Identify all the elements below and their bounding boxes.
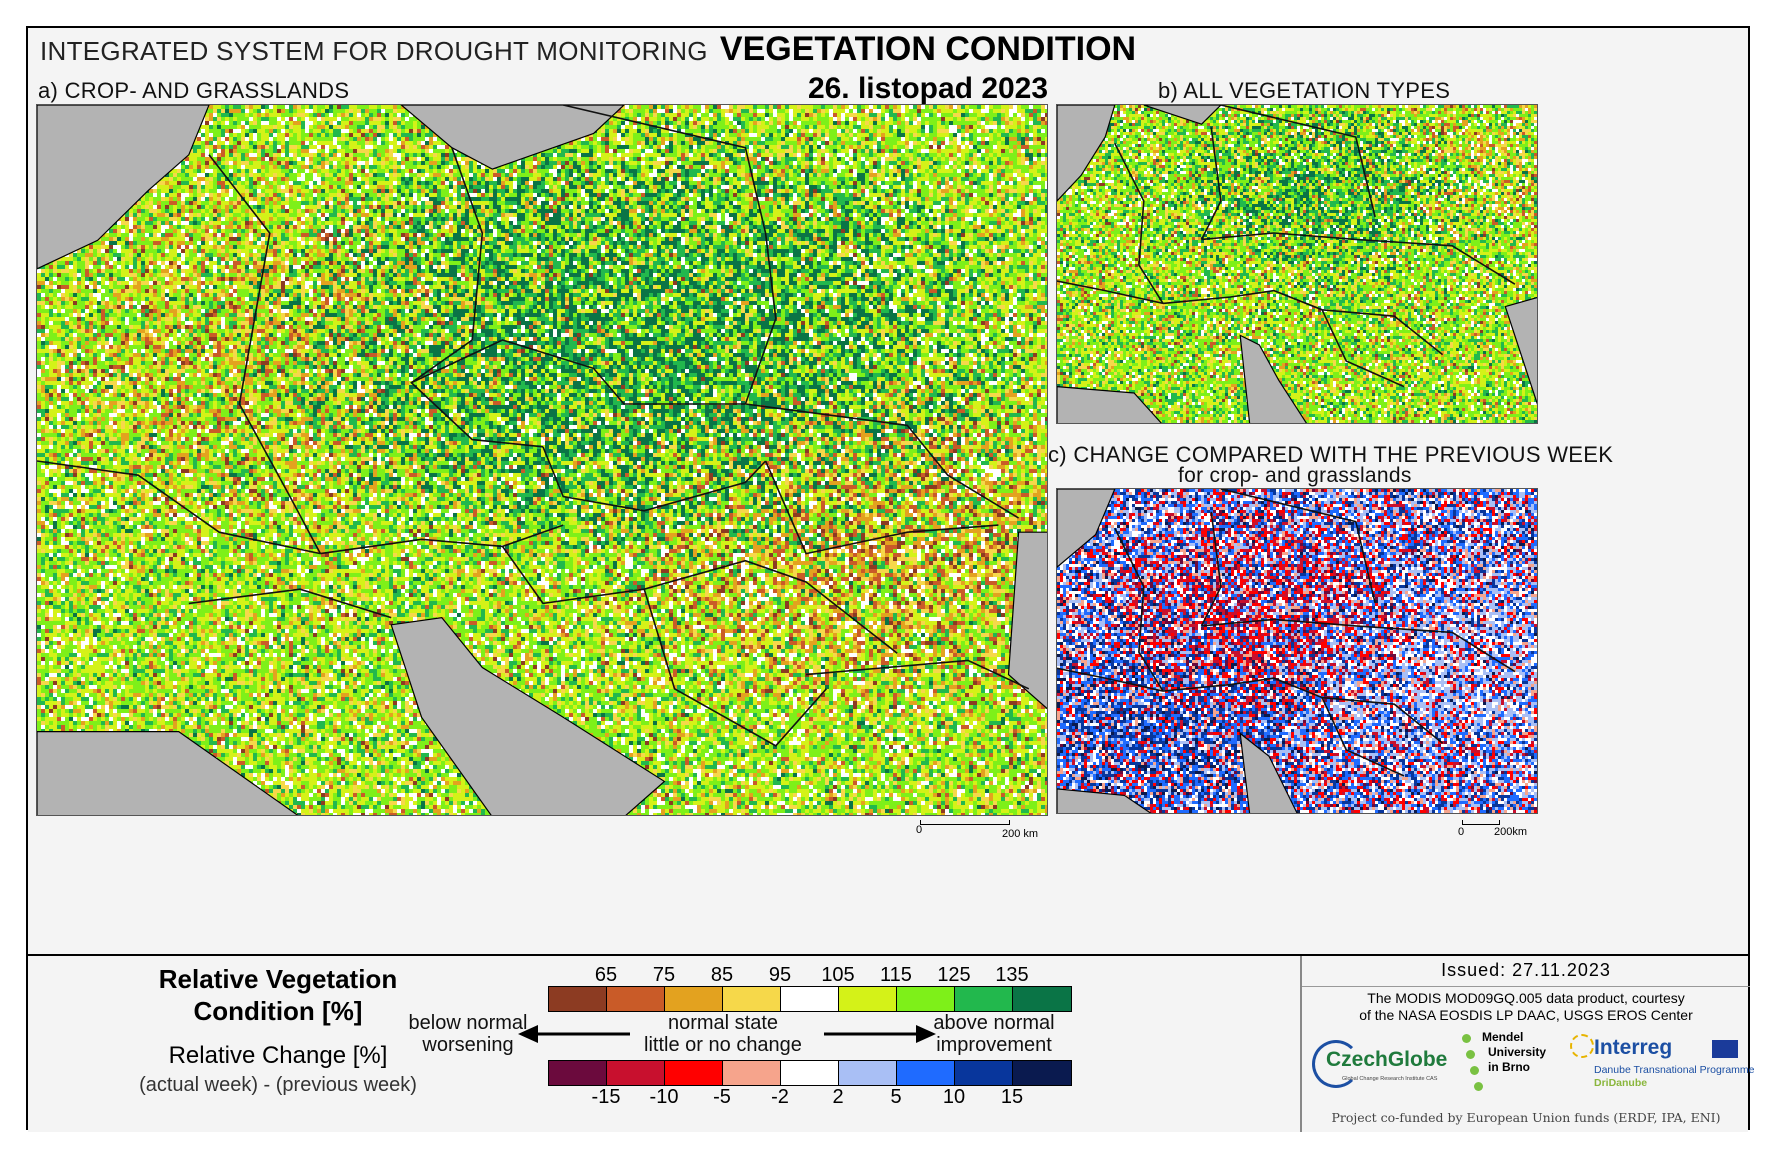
condition-tick: 95: [755, 964, 805, 987]
legend-area: Relative Vegetation Condition [%] Relati…: [28, 954, 1748, 1132]
above-line1: above normal: [914, 1012, 1074, 1034]
change-swatch: [723, 1061, 781, 1085]
condition-tick: 75: [639, 964, 689, 987]
mendel-line1: Mendel: [1482, 1030, 1546, 1045]
above-line2: improvement: [914, 1034, 1074, 1056]
scale-bar-c: [1462, 820, 1500, 825]
scale-a-label: 200 km: [1002, 828, 1038, 840]
legend-above-normal: above normal improvement: [914, 1012, 1074, 1056]
condition-tick: 135: [987, 964, 1037, 987]
interreg-text: Interreg: [1594, 1036, 1672, 1060]
raster-layer: [1057, 489, 1538, 814]
map-date: 26. listopad 2023: [628, 72, 1228, 106]
condition-swatch: [723, 987, 781, 1011]
scale-bar-a: [920, 820, 1010, 825]
mendel-dot-4: [1474, 1082, 1483, 1091]
condition-swatch: [607, 987, 665, 1011]
change-swatch: [839, 1061, 897, 1085]
dridanube-text: DriDanube: [1594, 1077, 1647, 1089]
change-swatch: [665, 1061, 723, 1085]
info-divider: [1302, 986, 1750, 987]
change-swatch: [607, 1061, 665, 1085]
cofund-text: Project co-funded by European Union fund…: [1302, 1110, 1750, 1125]
change-tick: 5: [871, 1086, 921, 1109]
condition-ticks: 65 75 85 95 105 115 125 135: [548, 964, 1068, 986]
interreg-star-icon: [1570, 1034, 1594, 1058]
mendel-text: Mendel University in Brno: [1482, 1030, 1546, 1075]
condition-tick: 125: [929, 964, 979, 987]
mendel-line3: in Brno: [1482, 1060, 1546, 1075]
condition-tick: 65: [581, 964, 631, 987]
condition-swatch: [665, 987, 723, 1011]
left-arrow-head: [518, 1025, 538, 1043]
condition-swatch: [549, 987, 607, 1011]
eu-flag-icon: [1712, 1040, 1738, 1058]
mendel-dot-3: [1470, 1066, 1479, 1075]
condition-swatch: [897, 987, 955, 1011]
panel-b-label: b) ALL VEGETATION TYPES: [1158, 78, 1450, 104]
mendel-line2: University: [1482, 1045, 1546, 1060]
map-b-canvas: [1057, 105, 1538, 424]
condition-swatch: [955, 987, 1013, 1011]
modis-line1: The MODIS MOD09GQ.005 data product, cour…: [1302, 990, 1750, 1007]
panel-c-sublabel: for crop- and grasslands: [1178, 464, 1412, 488]
interreg-subtext: Danube Transnational Programme: [1594, 1064, 1755, 1076]
change-colorbar: [548, 1060, 1072, 1086]
issued-date: Issued: 27.11.2023: [1302, 960, 1750, 981]
mendel-dot-1: [1462, 1034, 1471, 1043]
change-tick: -5: [697, 1086, 747, 1109]
map-c-canvas: [1057, 489, 1538, 814]
system-title: INTEGRATED SYSTEM FOR DROUGHT MONITORING: [40, 36, 708, 67]
change-tick: -2: [755, 1086, 805, 1109]
condition-tick: 115: [871, 964, 921, 987]
mendel-dot-2: [1466, 1050, 1475, 1059]
change-tick: -15: [581, 1086, 631, 1109]
legend-title-line1: Relative Vegetation: [78, 964, 478, 995]
map-crop-grasslands: [36, 104, 1048, 816]
map-a-canvas: [37, 105, 1048, 816]
raster-layer: [1057, 105, 1538, 424]
czechglobe-subtext: Global Change Research Institute CAS: [1342, 1076, 1437, 1082]
change-swatch: [897, 1061, 955, 1085]
change-ticks: -15 -10 -5 -2 2 5 10 15: [548, 1086, 1068, 1108]
page-title: VEGETATION CONDITION: [628, 30, 1228, 69]
change-swatch: [781, 1061, 839, 1085]
change-tick: 15: [987, 1086, 1037, 1109]
map-all-vegetation: [1056, 104, 1538, 424]
scale-c-zero: 0: [1458, 826, 1464, 838]
map-weekly-change: [1056, 488, 1538, 814]
condition-swatch: [781, 987, 839, 1011]
scale-a-zero: 0: [916, 824, 922, 836]
change-tick: 2: [813, 1086, 863, 1109]
figure-frame: INTEGRATED SYSTEM FOR DROUGHT MONITORING…: [26, 26, 1750, 1130]
change-tick: -10: [639, 1086, 689, 1109]
modis-credit: The MODIS MOD09GQ.005 data product, cour…: [1302, 990, 1750, 1024]
panel-a-label: a) CROP- AND GRASSLANDS: [38, 78, 349, 104]
czechglobe-text: CzechGlobe: [1326, 1048, 1447, 1072]
change-swatch: [1013, 1061, 1071, 1085]
change-tick: 10: [929, 1086, 979, 1109]
legend-change-formula: (actual week) - (previous week): [78, 1074, 478, 1097]
modis-line2: of the NASA EOSDIS LP DAAC, USGS EROS Ce…: [1302, 1007, 1750, 1024]
condition-swatch: [1013, 987, 1071, 1011]
mendel-logo: Mendel University in Brno: [1462, 1030, 1562, 1100]
interreg-logo: Interreg Danube Transnational Programme …: [1570, 1034, 1748, 1104]
condition-swatch: [839, 987, 897, 1011]
scale-c-label: 200km: [1494, 826, 1527, 838]
legend-arrows: [518, 1022, 938, 1046]
right-arrow-head: [916, 1025, 936, 1043]
change-swatch: [955, 1061, 1013, 1085]
change-swatch: [549, 1061, 607, 1085]
condition-tick: 105: [813, 964, 863, 987]
condition-tick: 85: [697, 964, 747, 987]
info-box: Issued: 27.11.2023 The MODIS MOD09GQ.005…: [1300, 956, 1750, 1132]
condition-colorbar: [548, 986, 1072, 1012]
czechglobe-logo: CzechGlobe Global Change Research Instit…: [1312, 1034, 1462, 1094]
